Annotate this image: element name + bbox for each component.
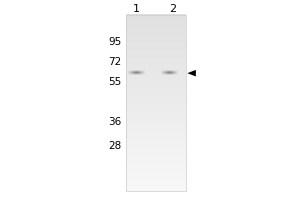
Text: 72: 72 <box>108 57 122 67</box>
Text: 95: 95 <box>108 37 122 47</box>
Bar <box>126 15 186 191</box>
Text: 55: 55 <box>108 77 122 87</box>
Text: 28: 28 <box>108 141 122 151</box>
Text: 1: 1 <box>133 4 140 14</box>
Polygon shape <box>187 70 196 76</box>
Text: 2: 2 <box>169 4 176 14</box>
Text: 36: 36 <box>108 117 122 127</box>
